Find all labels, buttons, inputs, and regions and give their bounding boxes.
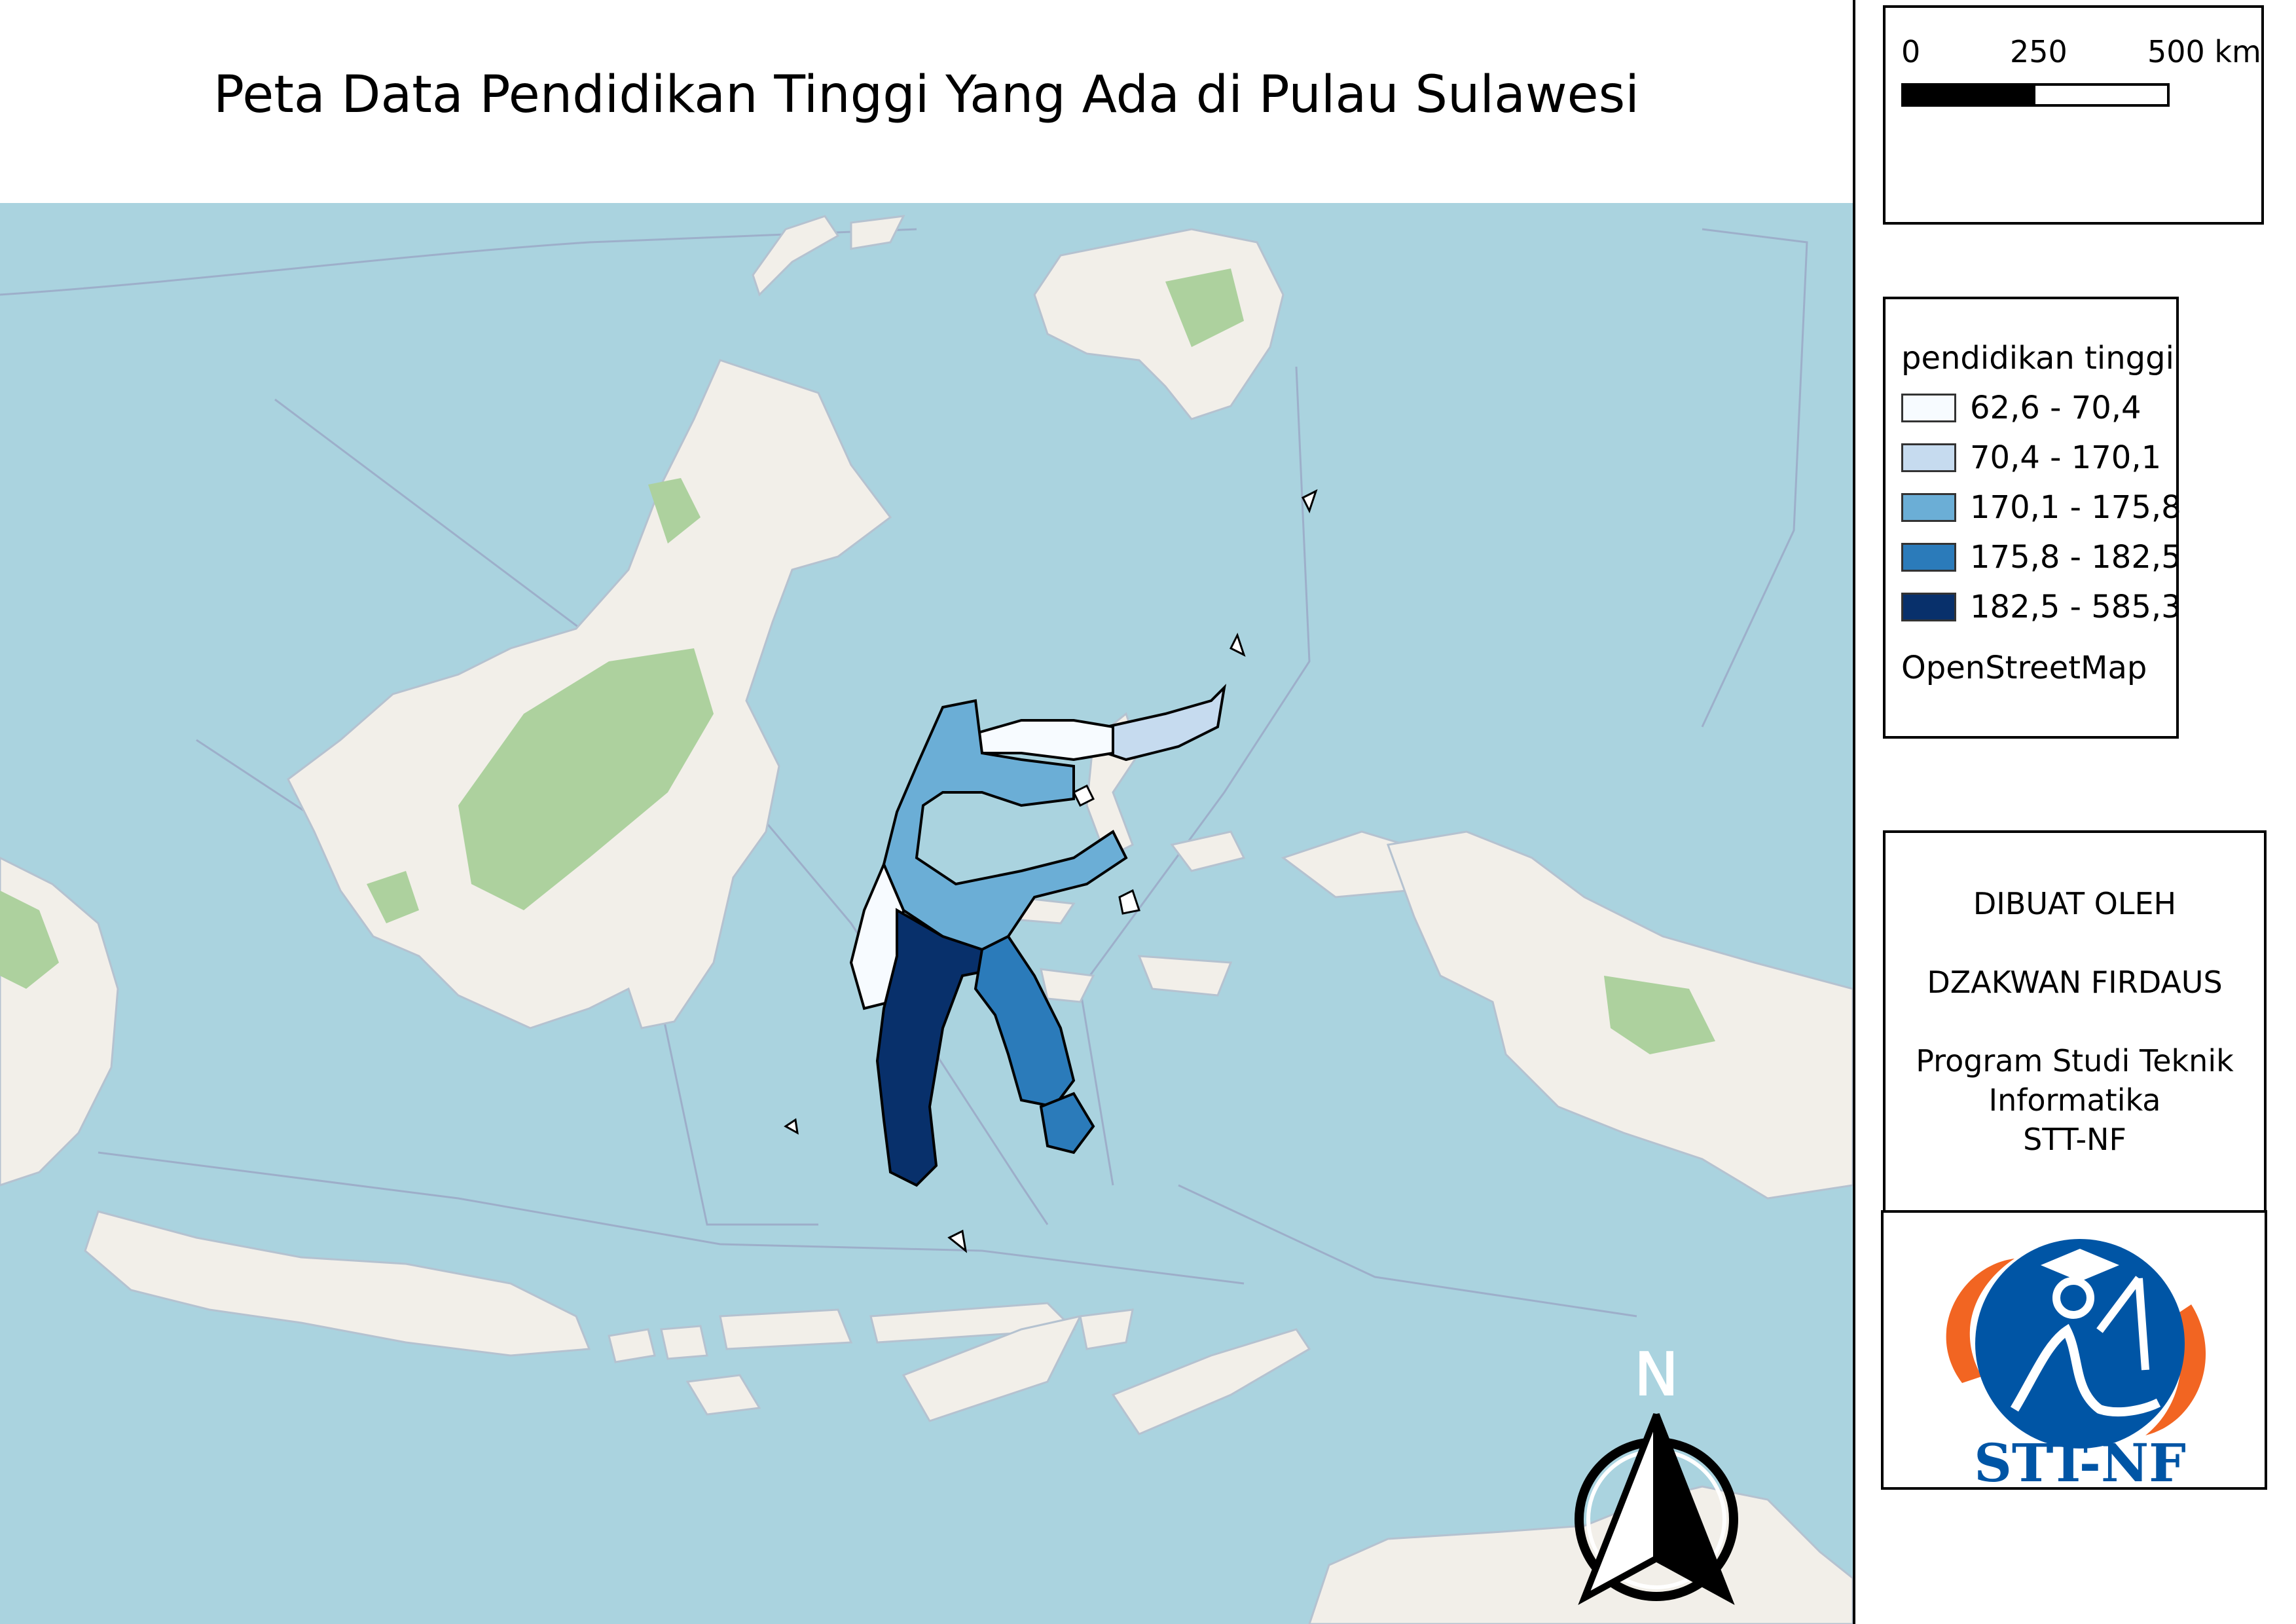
map-title: Peta Data Pendidikan Tinggi Yang Ada di … — [213, 65, 1639, 124]
basemap — [0, 203, 1853, 1624]
sulawesi-small-islands — [784, 489, 1318, 1253]
java-island — [84, 1210, 591, 1357]
province-south-east-islands — [1039, 1092, 1095, 1154]
lesser-sunda-islands — [608, 1302, 1134, 1422]
credit-panel: DIBUAT OLEH DZAKWAN FIRDAUS Program Stud… — [1883, 830, 2267, 1213]
legend-label: 62,6 - 70,4 — [1970, 390, 2141, 426]
credit-line: Program Studi Teknik — [1916, 1043, 2234, 1079]
legend-label: 170,1 - 175,8 — [1970, 489, 2181, 526]
legend-swatch — [1901, 443, 1956, 472]
legend-swatch — [1901, 493, 1956, 522]
legend-swatch — [1901, 593, 1956, 621]
legend-source: OpenStreetMap — [1901, 650, 2147, 686]
province-north-east — [1105, 684, 1226, 762]
map-frame[interactable]: N — [0, 203, 1853, 1624]
credit-line: DIBUAT OLEH — [1973, 886, 2177, 921]
province-central — [882, 699, 1128, 951]
logo-text: STT-NF — [1974, 1432, 2186, 1492]
scale-label-500: 500 km — [2147, 34, 2261, 69]
stt-nf-logo: STT-NF — [1946, 1239, 2206, 1492]
scale-bar — [1901, 83, 2170, 107]
province-gorontalo — [974, 719, 1114, 762]
sulawesi-provinces — [849, 684, 1226, 1187]
legend-swatch — [1901, 543, 1956, 572]
legend-swatch — [1901, 394, 1956, 422]
scale-label-0: 0 — [1901, 34, 1921, 69]
credit-line: STT-NF — [2023, 1122, 2126, 1157]
credit-line: DZAKWAN FIRDAUS — [1927, 965, 2223, 1000]
north-label: N — [1634, 1349, 1678, 1409]
legend-label: 175,8 - 182,5 — [1970, 539, 2181, 576]
timor-island — [1111, 1328, 1311, 1435]
north-arrow: N — [1575, 1349, 1738, 1605]
sidebar-divider — [1853, 0, 1855, 1624]
scale-bar-black-segment — [1904, 86, 2035, 104]
legend-label: 70,4 - 170,1 — [1970, 439, 2162, 476]
scale-bar-panel: 0 250 500 km — [1883, 5, 2264, 225]
credit-line — [1886, 923, 2264, 963]
scale-label-250: 250 — [2010, 34, 2068, 69]
credit-line — [1886, 1002, 2264, 1041]
legend-label: 182,5 - 585,3 — [1970, 589, 2181, 625]
forest-patches — [367, 478, 714, 923]
logo-panel: STT-NF — [1881, 1210, 2267, 1492]
credit-line: Informatika — [1988, 1082, 2161, 1118]
legend-title: pendidikan tinggi — [1901, 340, 2174, 377]
legend-panel: pendidikan tinggi 62,6 - 70,4 70,4 - 170… — [1883, 297, 2181, 739]
credit-text: DIBUAT OLEH DZAKWAN FIRDAUS Program Stud… — [1886, 884, 2264, 1159]
